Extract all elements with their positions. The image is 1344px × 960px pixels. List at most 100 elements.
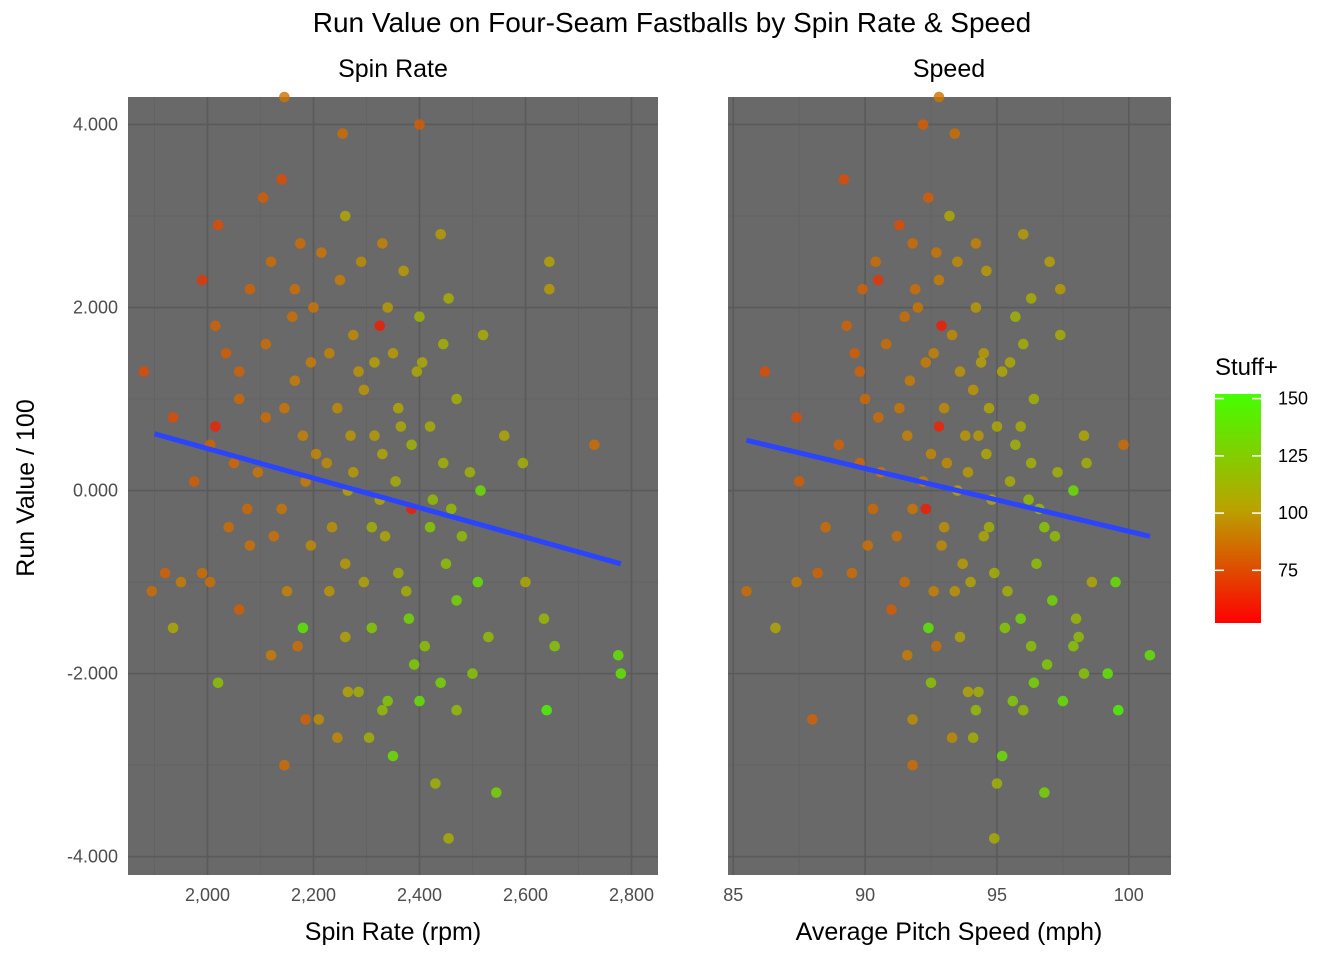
- data-point: [300, 714, 311, 725]
- data-point: [295, 238, 306, 249]
- data-point: [862, 540, 874, 551]
- data-point: [544, 256, 555, 268]
- data-point: [257, 192, 269, 203]
- data-point: [228, 457, 240, 469]
- data-point: [996, 366, 1008, 377]
- data-point: [920, 503, 932, 515]
- data-point: [894, 402, 905, 414]
- data-point: [297, 622, 309, 634]
- data-point: [1078, 668, 1090, 679]
- data-point: [440, 558, 452, 570]
- data-point: [374, 320, 386, 332]
- data-point: [316, 247, 327, 258]
- data-point: [408, 659, 420, 670]
- colorbar-tick-label: 125: [1278, 446, 1308, 466]
- data-point: [941, 457, 953, 469]
- data-point: [276, 174, 288, 185]
- data-point: [355, 256, 367, 268]
- data-point: [377, 704, 388, 716]
- data-point: [936, 540, 947, 551]
- data-point: [1081, 457, 1092, 469]
- data-point: [1118, 439, 1129, 451]
- data-point: [1023, 494, 1034, 506]
- data-point: [1010, 439, 1021, 451]
- data-point: [928, 348, 939, 359]
- data-point: [967, 732, 979, 743]
- data-point: [1015, 421, 1026, 432]
- data-point: [138, 366, 150, 377]
- x-tick-label: 2,000: [185, 885, 230, 905]
- data-point: [1086, 576, 1098, 588]
- data-point: [340, 631, 351, 643]
- data-point: [1002, 586, 1013, 597]
- data-point: [189, 476, 200, 487]
- data-point: [242, 503, 253, 515]
- data-point: [424, 421, 436, 432]
- data-point: [1004, 476, 1016, 487]
- colorbar-tick-label: 75: [1278, 560, 1298, 580]
- data-point: [252, 467, 264, 478]
- data-point: [759, 366, 771, 377]
- data-point: [1028, 677, 1040, 689]
- data-point: [196, 567, 208, 579]
- data-point: [904, 375, 916, 387]
- data-point: [996, 750, 1008, 762]
- data-point: [366, 622, 378, 634]
- data-point: [265, 650, 277, 661]
- data-point: [305, 357, 317, 368]
- data-point: [234, 366, 245, 377]
- data-point: [975, 357, 987, 368]
- data-point: [981, 448, 992, 460]
- data-point: [1113, 704, 1124, 716]
- data-point: [196, 274, 208, 286]
- data-point: [175, 576, 187, 588]
- data-point: [938, 521, 950, 533]
- data-point: [1144, 650, 1156, 661]
- data-point: [933, 421, 945, 432]
- data-point: [387, 750, 399, 762]
- data-point: [1047, 595, 1058, 606]
- data-point: [305, 540, 317, 551]
- data-point: [1102, 668, 1113, 679]
- data-point: [204, 576, 216, 588]
- data-point: [220, 348, 232, 359]
- data-point: [265, 256, 277, 268]
- x-tick-label: 2,800: [609, 885, 654, 905]
- data-point: [456, 531, 468, 542]
- data-point: [366, 521, 378, 533]
- data-point: [1039, 787, 1050, 798]
- data-point: [538, 613, 550, 624]
- data-point: [292, 640, 303, 652]
- data-point: [340, 210, 351, 222]
- data-point: [807, 714, 818, 725]
- data-point: [1004, 357, 1016, 368]
- data-point: [891, 531, 903, 542]
- data-point: [938, 402, 950, 414]
- colorbar: [1215, 394, 1261, 623]
- data-point: [928, 586, 939, 597]
- data-point: [944, 210, 955, 222]
- spin-rate-x-axis-title: Spin Rate (rpm): [305, 918, 481, 946]
- data-point: [403, 613, 415, 624]
- data-point: [867, 503, 879, 515]
- data-point: [1055, 283, 1066, 295]
- data-point: [451, 704, 462, 716]
- data-point: [348, 467, 359, 478]
- data-point: [289, 375, 301, 387]
- data-point: [1078, 430, 1090, 442]
- data-point: [1007, 695, 1019, 707]
- data-point: [1073, 631, 1084, 643]
- data-point: [326, 521, 338, 533]
- data-point: [337, 128, 348, 139]
- data-point: [920, 357, 932, 368]
- data-point: [613, 650, 624, 661]
- data-point: [1015, 613, 1026, 624]
- data-point: [416, 357, 428, 368]
- data-point: [886, 604, 897, 615]
- data-point: [279, 91, 290, 103]
- data-point: [435, 229, 447, 240]
- data-point: [358, 576, 370, 588]
- data-point: [946, 732, 958, 743]
- data-point: [541, 704, 552, 716]
- data-point: [438, 457, 449, 469]
